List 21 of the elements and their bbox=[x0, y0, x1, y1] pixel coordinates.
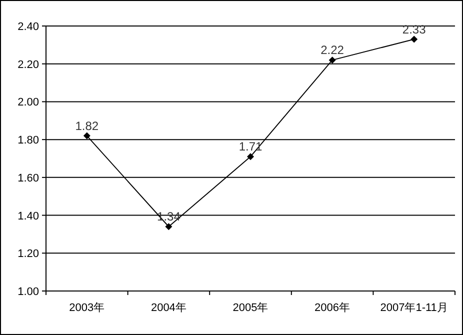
data-label: 2.22 bbox=[320, 43, 344, 58]
point bbox=[328, 56, 336, 64]
data-label: 2.33 bbox=[402, 22, 426, 36]
x-tick-label: 2004年 bbox=[150, 302, 186, 314]
point bbox=[165, 223, 172, 230]
y-tick-label: 2.00 bbox=[18, 96, 39, 109]
y-tick-label: 1.60 bbox=[18, 172, 39, 184]
y-tick-label: 1.00 bbox=[18, 286, 39, 298]
point bbox=[247, 153, 254, 160]
x-tick-label: 2006年 bbox=[314, 302, 350, 314]
y-tick-label: 2.20 bbox=[18, 58, 39, 71]
y-tick-label: 1.20 bbox=[18, 248, 39, 260]
y-tick-label: 1.40 bbox=[18, 210, 39, 222]
x-tick-label: 2003年 bbox=[69, 302, 105, 314]
point bbox=[410, 36, 418, 43]
x-tick-label: 2007年1-11月 bbox=[380, 302, 448, 314]
point bbox=[83, 132, 90, 140]
x-tick-label: 2005年 bbox=[232, 302, 268, 314]
y-tick-label: 2.40 bbox=[18, 21, 39, 33]
y-tick-label: 1.80 bbox=[18, 134, 39, 147]
data-label: 1.82 bbox=[75, 118, 99, 133]
